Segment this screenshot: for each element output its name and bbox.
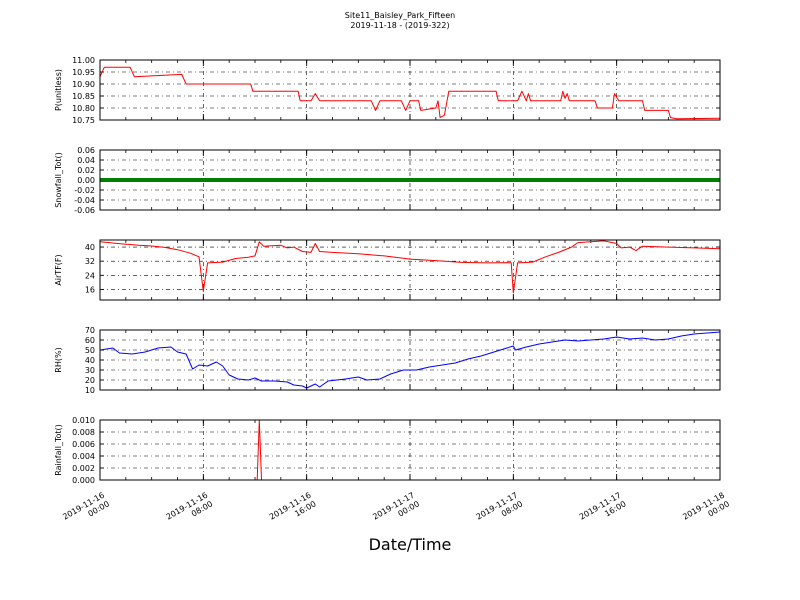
y-tick-label: 24: [85, 271, 95, 280]
panel-2: 0.060.040.020.00-0.02-0.04-0.06 Snowfall_…: [54, 146, 721, 215]
y-tick-label: 0.02: [77, 166, 95, 175]
y-tick-label: 60: [85, 336, 95, 345]
y-tick-label: 40: [85, 243, 95, 252]
y-tick-label: 0.000: [72, 476, 95, 485]
y-tick-label: -0.04: [74, 196, 95, 205]
panel-3: 40 32 24 16 AirTF(F): [54, 239, 721, 301]
figure-title-line1: Site11_Baisley_Park_Fifteen: [345, 11, 455, 20]
axes-frame: [99, 239, 721, 301]
y-tick-label: 0.00: [77, 176, 95, 185]
y-tick-label: 0.008: [72, 428, 95, 437]
y-tick-label: 32: [85, 257, 95, 266]
y-tick-label: 0.004: [72, 452, 95, 461]
panel-1: 11.00 10.95 10.90 10.85 10.80 10.75 P(unitless…: [54, 56, 721, 125]
axes-frame: [99, 149, 721, 211]
y-tick-label: 10.95: [72, 68, 95, 77]
y-tick-label: 16: [85, 285, 95, 294]
y-axis-label: P(unitless): [54, 69, 63, 111]
y-tick-label: 50: [85, 346, 95, 355]
y-tick-label: 11.00: [72, 56, 95, 65]
axes-frame: [99, 419, 721, 481]
y-tick-label: 10.80: [72, 104, 95, 113]
y-tick-label: 0.010: [72, 416, 95, 425]
y-tick-label: 10.85: [72, 92, 95, 101]
y-tick-label: 0.04: [77, 156, 95, 165]
y-tick-label: 10.75: [72, 116, 95, 125]
y-tick-label: 70: [85, 326, 95, 335]
y-tick-label: 10.90: [72, 80, 95, 89]
figure-title-line2: 2019-11-18 - (2019-322): [350, 21, 449, 30]
y-axis-label: Snowfall_Tot(): [54, 152, 63, 208]
panel-5: 0.010 0.008 0.006 0.004 0.002 0.000 Rainfall_T…: [54, 416, 721, 485]
y-axis-label: Rainfall_Tot(): [54, 424, 63, 476]
axes-frame: [99, 59, 721, 121]
y-tick-label: 10: [85, 386, 95, 395]
series-line-1: [100, 66, 720, 120]
series-line-3: [100, 240, 720, 294]
y-tick-label: 30: [85, 366, 95, 375]
x-axis-label: Date/Time: [369, 535, 452, 554]
y-tick-label: 0.002: [72, 464, 95, 473]
panels: 11.00 10.95 10.90 10.85 10.80 10.75 P(unitless…: [54, 56, 721, 485]
y-axis-label: RH(%): [54, 347, 63, 372]
y-tick-label: 20: [85, 376, 95, 385]
y-tick-label: -0.06: [74, 206, 95, 215]
y-tick-label: -0.02: [74, 186, 95, 195]
series-line-4: [100, 331, 720, 389]
axes-frame: [99, 329, 721, 391]
y-tick-label: 0.06: [77, 146, 95, 155]
y-tick-label: 40: [85, 356, 95, 365]
y-axis-label: AirTF(F): [54, 254, 63, 285]
y-tick-label: 0.006: [72, 440, 95, 449]
